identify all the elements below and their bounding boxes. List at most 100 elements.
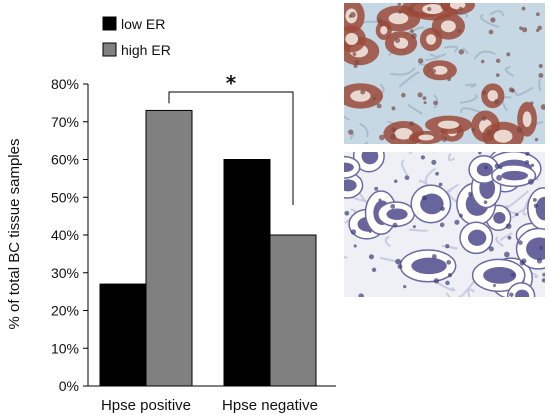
micrograph-cell xyxy=(441,136,448,142)
micrograph-cell xyxy=(417,58,424,64)
micrograph-cell xyxy=(368,230,372,234)
micrograph-cell xyxy=(507,235,512,240)
micrograph-cell xyxy=(431,159,437,165)
micrograph-cell xyxy=(445,244,450,249)
micrograph-fiber xyxy=(349,132,355,140)
micrograph-lumen xyxy=(440,20,456,33)
micrograph-cell xyxy=(536,258,543,264)
micrograph-cell xyxy=(519,260,525,266)
legend-label-high-er: high ER xyxy=(121,42,171,58)
micrograph-cell xyxy=(431,68,436,74)
micrograph-fiber xyxy=(443,45,458,53)
micrograph-cell xyxy=(427,6,432,12)
micrograph-cell xyxy=(481,90,487,96)
micrograph-fiber xyxy=(465,83,477,89)
micrograph-cell xyxy=(397,264,403,270)
y-tick-label: 80% xyxy=(51,76,79,92)
y-axis-title: % of total BC tissue samples xyxy=(6,139,23,330)
micrograph-cell xyxy=(401,92,406,98)
micrograph-fiber xyxy=(459,93,478,104)
micrograph-lumen xyxy=(388,12,409,25)
micrograph-cell xyxy=(431,254,437,259)
micrograph-cell xyxy=(471,127,476,132)
micrograph-cell xyxy=(404,175,410,181)
micrograph-fiber xyxy=(538,78,542,92)
micrograph-cell xyxy=(397,3,402,6)
micrograph-cell xyxy=(492,283,497,287)
micrograph-fiber xyxy=(408,152,433,155)
micrograph-cell xyxy=(358,293,364,297)
micrograph-cell xyxy=(371,267,377,273)
micrograph-cell xyxy=(532,197,537,202)
bar-low-er-hpse-positive xyxy=(99,283,147,387)
x-tick-label: Hpse negative xyxy=(222,397,318,414)
micrograph-cell xyxy=(433,100,438,106)
y-tick-label: 20% xyxy=(51,303,79,319)
micrograph-fiber xyxy=(344,255,348,259)
legend-swatch-high-er xyxy=(102,42,117,57)
micrograph-cell xyxy=(495,58,501,64)
micrograph-cell xyxy=(394,37,401,43)
micrograph-cell xyxy=(360,89,366,95)
micrograph-cell xyxy=(510,272,515,277)
micrograph-cell xyxy=(503,251,510,258)
micrograph-fiber xyxy=(461,47,469,54)
y-tick-label: 10% xyxy=(51,340,79,356)
legend-label-low-er: low ER xyxy=(121,16,165,32)
micrograph-low-er xyxy=(344,152,545,297)
micrograph-cell xyxy=(391,127,397,133)
micrograph-fiber xyxy=(441,244,458,250)
micrograph-nucleus-cluster xyxy=(515,289,530,297)
micrograph-fiber xyxy=(504,66,515,77)
bar-low-er-hpse-negative xyxy=(223,159,271,387)
micrograph-cell xyxy=(372,97,377,101)
micrograph-cell xyxy=(390,203,396,209)
micrograph-cell xyxy=(516,126,523,133)
micrograph-fiber xyxy=(408,228,429,232)
micrograph-cell xyxy=(412,225,416,229)
bar-high-er-hpse-negative xyxy=(269,234,317,387)
micrograph-cell xyxy=(495,73,500,77)
micrograph-cell xyxy=(435,171,439,176)
micrograph-cell xyxy=(379,134,385,141)
micrograph-cell xyxy=(488,246,494,252)
micrograph-cell xyxy=(534,137,539,142)
micrograph-nucleus-cluster xyxy=(501,170,529,181)
micrograph-cell xyxy=(530,163,535,167)
micrograph-cell xyxy=(468,191,473,196)
micrograph-cell xyxy=(535,12,540,17)
micrograph-cell xyxy=(519,26,523,31)
micrograph-lumen xyxy=(437,120,460,129)
micrograph-lumen xyxy=(380,25,388,35)
micrograph-cell xyxy=(527,178,534,185)
micrograph-cell xyxy=(353,244,357,248)
y-tick-label: 40% xyxy=(51,227,79,243)
x-tick-label: Hpse positive xyxy=(101,397,191,414)
significance-bracket xyxy=(168,91,294,205)
micrograph-fiber xyxy=(384,235,391,248)
micrograph-fiber xyxy=(467,288,475,297)
micrograph-cell xyxy=(392,222,398,228)
micrograph-fiber xyxy=(390,67,416,76)
bars xyxy=(99,109,317,387)
micrograph-nucleus-cluster xyxy=(386,208,408,220)
micrograph-nucleus-cluster xyxy=(468,229,487,246)
micrograph-cell xyxy=(368,254,375,260)
micrograph-cell xyxy=(525,160,530,165)
micrograph-cell xyxy=(486,129,492,136)
micrograph-nucleus-cluster xyxy=(476,162,493,177)
micrograph-cell xyxy=(423,101,427,105)
micrograph-cell xyxy=(537,25,542,31)
micrograph-cell xyxy=(438,182,443,187)
micrograph-nucleus-cluster xyxy=(493,211,506,224)
micrograph-cell xyxy=(505,223,512,230)
micrograph-fiber xyxy=(504,190,529,209)
micrograph-nucleus-cluster xyxy=(535,196,545,221)
micrograph-high-er xyxy=(344,3,545,144)
micrograph-cell xyxy=(433,278,440,284)
micrograph-fiber xyxy=(495,235,504,248)
micrograph-cell xyxy=(446,260,452,265)
micrograph-cell xyxy=(439,222,445,228)
micrograph-cell xyxy=(541,278,545,283)
